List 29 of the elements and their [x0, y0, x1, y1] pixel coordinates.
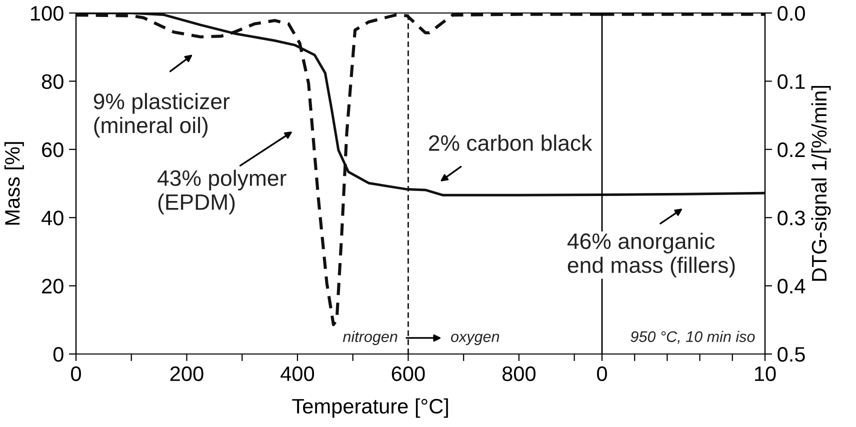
y2-axis-title: DTG-signal 1/[%/min]	[811, 86, 831, 281]
y-tick-label: 80	[42, 74, 64, 89]
y-tick-label: 100	[31, 6, 64, 21]
y2-tick-label: 0.1	[778, 74, 805, 89]
annotation: 43% polymer (EPDM)	[158, 170, 286, 214]
annotation: 9% plasticizer (mineral oil)	[94, 92, 230, 138]
annotation: 950 °C, 10 min iso	[630, 330, 755, 344]
x-tick-label: 0	[597, 366, 607, 382]
annotation: 46% anorganic end mass (fillers)	[567, 232, 735, 278]
y-axis-title: Mass [%]	[4, 142, 24, 225]
x-tick-label: 200	[170, 366, 204, 382]
y2-tick-label: 0.4	[778, 278, 806, 294]
y2-tick-label: 0.5	[778, 347, 805, 362]
x-tick-label: 0	[71, 366, 81, 382]
x-tick-label: 800	[502, 366, 536, 382]
x-tick-label: 600	[392, 366, 425, 382]
annotation: oxygen	[451, 334, 500, 346]
y-tick-label: 60	[42, 142, 64, 158]
annotation: 2% carbon black	[429, 134, 592, 151]
x-axis-title: Temperature [°C]	[292, 398, 448, 418]
y-tick-label: 20	[42, 278, 64, 294]
y2-tick-label: 0.2	[778, 142, 805, 158]
y2-tick-label: 0.3	[778, 210, 805, 226]
x-tick-label: 10	[755, 366, 776, 382]
y2-tick-label: 0.0	[778, 6, 805, 21]
y-tick-label: 0	[53, 347, 64, 362]
x-tick-label: 400	[280, 366, 314, 382]
annotation: nitrogen	[342, 330, 398, 346]
y-tick-label: 40	[42, 210, 64, 226]
